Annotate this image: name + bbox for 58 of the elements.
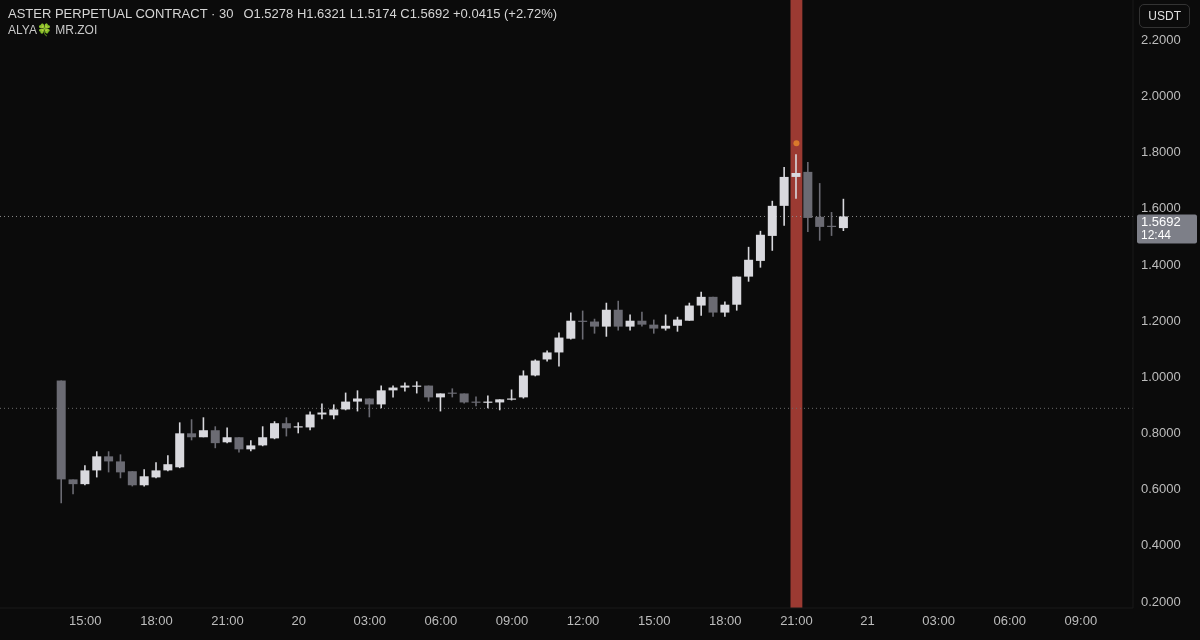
- candlestick: [613, 299, 623, 332]
- candlestick: [815, 182, 825, 242]
- candlestick: [649, 318, 659, 335]
- y-tick-label: 1.4000: [1141, 256, 1181, 272]
- candlestick: [104, 450, 114, 474]
- x-tick-label: 20: [291, 613, 306, 629]
- candlestick: [744, 246, 754, 283]
- x-tick-label: 09:00: [495, 613, 529, 629]
- candlestick: [187, 418, 197, 442]
- y-tick-label: 0.4000: [1141, 537, 1181, 553]
- x-tick-label: 18:00: [709, 613, 742, 629]
- x-tick-label: 21:00: [780, 613, 813, 629]
- y-tick-label: 2.0000: [1141, 88, 1181, 104]
- x-tick-label: 21:00: [211, 613, 244, 629]
- y-tick-label: 2.2000: [1141, 31, 1181, 47]
- candlestick: [376, 384, 386, 410]
- y-tick-label: 0.2000: [1141, 593, 1181, 609]
- candlestick: [305, 410, 315, 432]
- x-tick-label: 15:00: [69, 613, 102, 629]
- candlestick: [293, 421, 303, 435]
- x-tick-label: 03:00: [922, 613, 955, 629]
- candlestick: [92, 450, 102, 479]
- annotation: ALYA🍀 MR.ZOI: [8, 23, 98, 37]
- ref-line-label: 1.5692: [1141, 214, 1181, 230]
- text: ASTER PERPETUAL CONTRACT · 30: [8, 6, 234, 21]
- candlestick: [210, 425, 220, 450]
- candlestick: [258, 425, 268, 448]
- candlestick: [400, 381, 410, 393]
- text: 12:44: [1141, 228, 1172, 243]
- candlestick: [791, 153, 801, 200]
- candlestick: [601, 301, 611, 338]
- x-tick-label: 06:00: [424, 613, 458, 629]
- candlestick: [281, 416, 291, 438]
- x-tick-label: 09:00: [1064, 613, 1098, 629]
- x-tick-label: 15:00: [637, 613, 671, 629]
- y-tick-label: 1.0000: [1141, 368, 1181, 384]
- x-tick-label: 06:00: [993, 613, 1027, 629]
- candlestick: [518, 369, 528, 400]
- y-tick-label: 1.2000: [1141, 312, 1181, 328]
- candlestick: [566, 311, 576, 341]
- candlestick: [838, 198, 848, 232]
- annotation: O1.5278 H1.6321 L1.5174 C1.5692 +0.0415 (+2.72%): [243, 6, 558, 21]
- candlestick: [637, 310, 647, 328]
- x-tick-label: 21: [860, 613, 875, 629]
- x-tick-label: 18:00: [140, 613, 173, 629]
- candlestick: [115, 453, 125, 480]
- candlestick: [80, 464, 90, 487]
- candlestick: [696, 290, 706, 317]
- y-tick-label: 1.6000: [1141, 200, 1181, 216]
- y-tick-label: 0.8000: [1141, 425, 1181, 441]
- y-tick-label: 1.8000: [1141, 144, 1181, 160]
- y-tick-label: 0.6000: [1141, 481, 1181, 497]
- y-axis-title: USDT: [1139, 4, 1190, 28]
- candlestick: [554, 331, 564, 368]
- candlestick: [317, 402, 327, 421]
- x-tick-label: 12:00: [566, 613, 600, 629]
- candlestick: [352, 389, 362, 413]
- x-tick-label: 03:00: [353, 613, 387, 629]
